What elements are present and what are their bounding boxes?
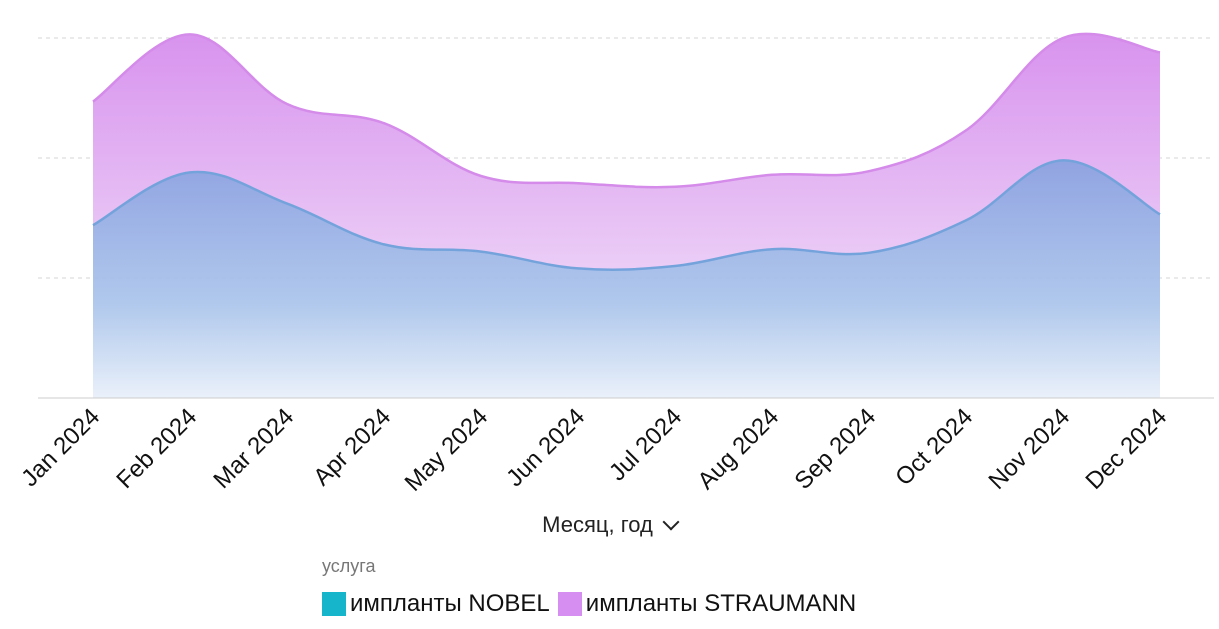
x-tick-label: Nov 2024 — [983, 403, 1075, 495]
legend-label-nobel: импланты NOBEL — [350, 590, 550, 617]
x-tick-label: Sep 2024 — [789, 403, 881, 495]
x-tick-label: Jan 2024 — [16, 403, 105, 492]
legend-swatch-straumann — [557, 592, 582, 616]
area-nobel[interactable] — [93, 160, 1160, 398]
x-tick-label: Dec 2024 — [1080, 403, 1172, 495]
x-tick-label: Apr 2024 — [308, 403, 396, 491]
legend-item-nobel[interactable]: импланты NOBEL — [322, 590, 550, 618]
legend-item-straumann[interactable]: импланты STRAUMANN — [557, 590, 857, 618]
line-straumann — [92, 32, 1161, 189]
chevron-down-icon — [662, 513, 680, 531]
x-tick-label: Feb 2024 — [111, 403, 202, 494]
line-nobel — [92, 159, 1161, 271]
legend-swatch-nobel — [322, 592, 346, 616]
x-axis-title-text: Месяц, год — [542, 512, 653, 537]
x-tick-label: Oct 2024 — [890, 403, 978, 491]
area-straumann[interactable] — [93, 33, 1160, 270]
x-tick-label: Aug 2024 — [692, 403, 784, 495]
legend: импланты NOBEL импланты STRAUMANN — [322, 590, 856, 618]
legend-label-straumann: импланты STRAUMANN — [585, 590, 857, 617]
x-axis-title[interactable]: Месяц, год — [0, 512, 1219, 538]
stacked-area-chart: Jan 2024 Feb 2024 Mar 2024 Apr 2024 May 2024… — [16, 32, 1214, 497]
x-tick-label: Jul 2024 — [604, 403, 687, 486]
x-tick-label: Jun 2024 — [501, 403, 590, 492]
x-axis: Jan 2024 Feb 2024 Mar 2024 Apr 2024 May 2024… — [16, 397, 1214, 497]
legend-title: услуга — [322, 556, 376, 576]
area-layer — [92, 32, 1161, 398]
x-tick-label: May 2024 — [400, 403, 494, 497]
x-tick-label: Mar 2024 — [208, 403, 299, 494]
